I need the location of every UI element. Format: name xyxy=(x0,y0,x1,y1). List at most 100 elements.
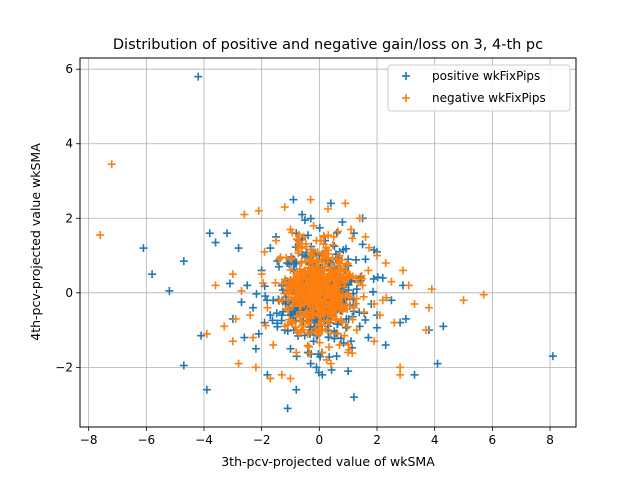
negative-point xyxy=(296,307,305,316)
negative-point xyxy=(337,293,346,302)
negative-point xyxy=(320,270,329,279)
negative-point xyxy=(427,285,436,294)
negative-point xyxy=(335,341,344,349)
negative-point xyxy=(304,298,313,307)
negative-point xyxy=(404,281,413,290)
negative-point xyxy=(240,210,249,219)
negative-point xyxy=(107,160,116,169)
positive-point xyxy=(223,229,232,238)
negative-point xyxy=(341,199,350,208)
positive-point xyxy=(286,344,295,353)
positive-point xyxy=(243,281,252,290)
negative-point xyxy=(300,270,309,279)
positive-point xyxy=(330,334,339,343)
positive-point xyxy=(332,352,341,361)
negative-point xyxy=(278,280,287,289)
positive-point xyxy=(261,292,270,301)
negative-point xyxy=(459,296,468,305)
negative-point xyxy=(396,363,405,372)
negative-point xyxy=(324,231,333,240)
negative-point xyxy=(370,299,379,308)
positive-point xyxy=(358,240,367,249)
positive-point xyxy=(378,273,387,282)
positive-point xyxy=(330,242,339,251)
negative-point xyxy=(284,305,293,314)
negative-point xyxy=(305,318,314,327)
negative-point xyxy=(398,266,407,275)
negative-point xyxy=(327,312,336,321)
negative-point xyxy=(352,294,361,303)
positive-point xyxy=(292,385,301,394)
negative-point xyxy=(301,293,310,302)
positive-point xyxy=(285,259,294,268)
negative-point xyxy=(387,277,396,286)
negative-point xyxy=(422,326,431,335)
negative-point xyxy=(325,319,334,328)
negative-point xyxy=(333,283,342,292)
x-tick-label: 4 xyxy=(431,433,439,447)
negative-point xyxy=(302,311,311,320)
negative-point xyxy=(296,274,305,283)
negative-point xyxy=(348,272,357,281)
legend-label-positive: positive wkFixPips xyxy=(432,69,540,83)
negative-point xyxy=(361,232,370,241)
negative-point xyxy=(315,277,324,286)
negative-point xyxy=(298,321,307,330)
negative-point xyxy=(341,292,350,301)
negative-point xyxy=(317,300,326,309)
positive-point xyxy=(315,223,324,232)
x-tick-label: −6 xyxy=(137,433,155,447)
positive-point xyxy=(401,314,410,323)
positive-point xyxy=(179,361,188,370)
negative-point xyxy=(260,247,269,256)
negative-point xyxy=(303,319,312,328)
negative-point xyxy=(274,255,283,264)
legend-marker-negative xyxy=(402,94,410,102)
positive-point xyxy=(277,311,286,320)
negative-point xyxy=(325,343,334,352)
negative-point xyxy=(331,315,340,324)
negative-point xyxy=(312,236,321,245)
negative-point xyxy=(344,348,353,357)
negative-point xyxy=(378,296,387,305)
positive-point xyxy=(314,350,323,359)
legend: positive wkFixPips negative wkFixPips xyxy=(387,64,571,112)
positive-point xyxy=(298,210,307,219)
positive-point xyxy=(352,255,361,264)
positive-point xyxy=(439,322,448,331)
negative-point xyxy=(289,300,298,308)
positive-point xyxy=(342,323,351,332)
negative-point xyxy=(286,278,295,287)
negative-point xyxy=(306,195,315,204)
negative-point xyxy=(266,374,275,383)
positive-point xyxy=(372,323,381,332)
positive-point xyxy=(304,231,313,240)
y-tick-label: −2 xyxy=(55,360,73,374)
x-axis-label: 3th-pcv-projected value of wkSMA xyxy=(221,454,435,469)
negative-point xyxy=(287,255,296,264)
negative-point xyxy=(424,303,433,312)
negative-point xyxy=(365,243,374,252)
negative-point xyxy=(294,249,303,258)
negative-point xyxy=(280,322,289,331)
negative-point xyxy=(314,319,323,328)
negative-point xyxy=(311,324,320,333)
negative-point xyxy=(333,329,342,338)
series-negative-points xyxy=(96,160,488,383)
negative-point xyxy=(326,329,335,338)
negative-point xyxy=(295,297,304,306)
negative-point xyxy=(211,281,220,290)
positive-point xyxy=(381,341,390,349)
negative-point xyxy=(342,300,351,309)
negative-point xyxy=(251,363,260,372)
negative-point xyxy=(257,270,266,279)
y-tick-label: 4 xyxy=(65,137,73,151)
legend-plus-positive xyxy=(402,72,410,80)
positive-point xyxy=(283,404,292,413)
negative-point xyxy=(337,302,346,311)
negative-point xyxy=(322,355,331,364)
positive-point xyxy=(312,363,321,372)
negative-point xyxy=(283,285,292,294)
negative-point xyxy=(375,311,384,320)
negative-point xyxy=(344,273,353,282)
